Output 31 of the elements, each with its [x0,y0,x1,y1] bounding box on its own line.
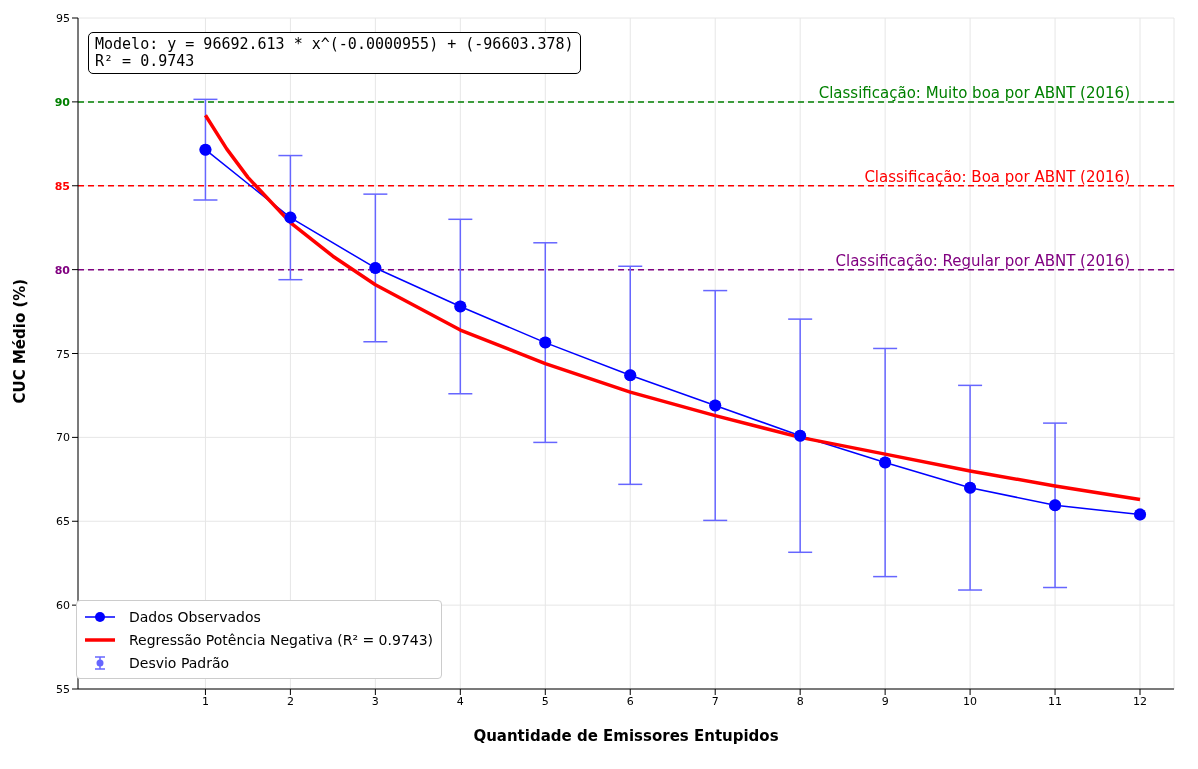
y-tick-label: 85 [54,179,70,193]
x-tick-label: 2 [286,694,294,708]
x-tick-label: 7 [711,694,719,708]
x-tick-label: 9 [881,694,889,708]
y-tick-label: 55 [56,683,70,696]
x-tick-label: 3 [371,694,379,708]
x-tick-label: 10 [963,694,978,708]
annotation: R² = 0.9743 [95,52,196,70]
y-axis-title: CUC Médio (%) [11,278,30,404]
annotation: Modelo: y = 96692.613 * x^(-0.0000955) + (-96603.378) [95,35,574,53]
y-tick-label: 75 [56,347,70,361]
y-tick-label: 65 [56,515,70,529]
x-tick-label: 4 [456,694,464,708]
ref-line-label: Classificação: Boa por ABNT (2016) [864,167,1130,186]
x-tick-label: 1 [201,694,209,708]
x-tick-label: 11 [1048,694,1063,708]
legend-label: Desvio Padrão [129,654,230,671]
y-tick-label: 80 [54,263,71,277]
x-tick-label: 5 [541,694,549,708]
y-tick-label: 60 [56,599,70,613]
x-tick-label: 8 [796,694,804,708]
x-tick-label: 6 [626,694,634,708]
legend-label: Dados Observados [129,608,261,625]
y-tick-label: 70 [56,431,70,445]
ref-line-label: Classificação: Muito boa por ABNT (2016) [818,83,1130,102]
y-tick-label: 90 [54,95,71,109]
x-tick-label: 12 [1133,694,1148,708]
ref-line-label: Classificação: Regular por ABNT (2016) [835,251,1130,270]
y-tick-label: 95 [56,12,70,25]
legend-label: Regressão Potência Negativa (R² = 0.9743) [129,631,434,648]
x-axis-title: Quantidade de Emissores Entupidos [473,727,779,745]
